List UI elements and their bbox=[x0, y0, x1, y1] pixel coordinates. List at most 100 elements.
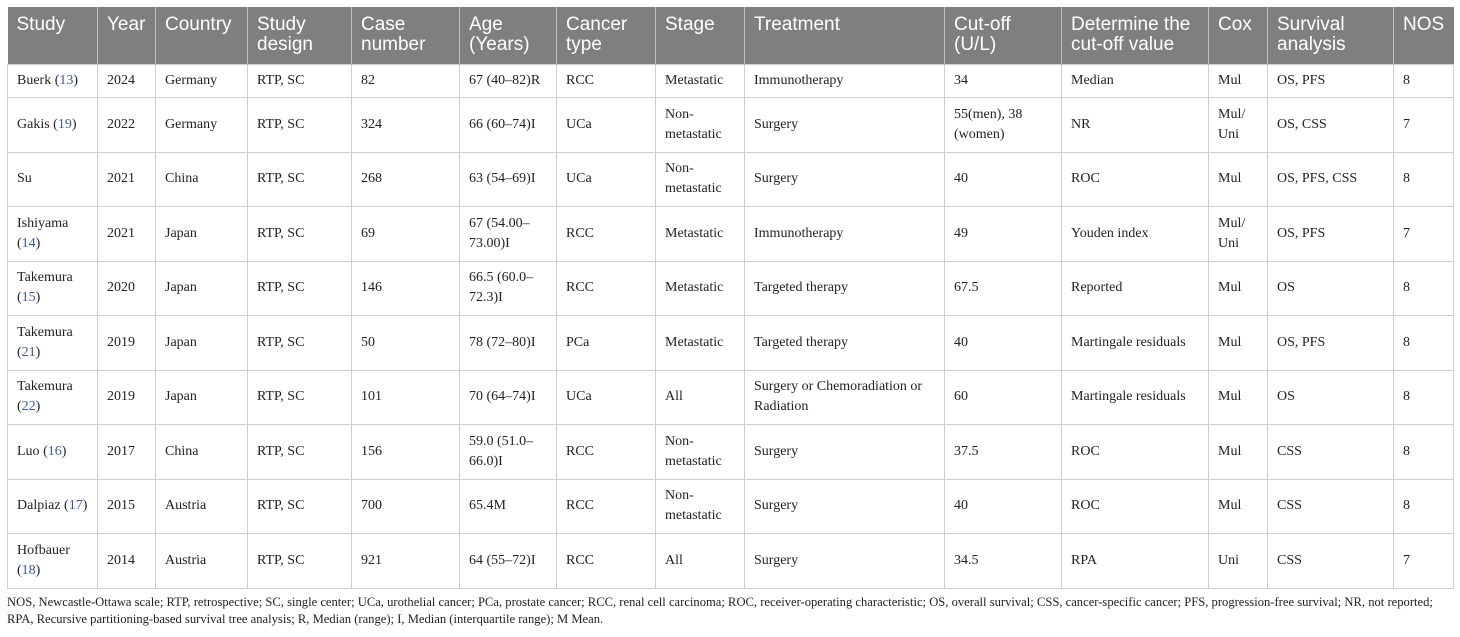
cell-nos: 8 bbox=[1393, 369, 1454, 425]
reference-link[interactable]: 18 bbox=[21, 562, 36, 578]
cell-year: 2024 bbox=[97, 64, 156, 98]
cell-cases: 50 bbox=[351, 315, 460, 371]
cell-design: RTP, SC bbox=[247, 97, 352, 153]
cell-cancer: UCa bbox=[556, 97, 656, 153]
cell-cox: Mul bbox=[1208, 315, 1268, 371]
column-header: Treatment bbox=[744, 7, 945, 65]
cell-age: 59.0 (51.0–66.0)I bbox=[459, 424, 557, 480]
cell-stage: Metastatic bbox=[655, 315, 745, 371]
cell-design: RTP, SC bbox=[247, 478, 352, 534]
cell-nos: 8 bbox=[1393, 424, 1454, 480]
cell-cutoff: 60 bbox=[944, 369, 1062, 425]
column-header: Age (Years) bbox=[459, 7, 557, 65]
table-header: Study Year Country Study design Case number A… bbox=[7, 7, 1454, 65]
cell-cutoff: 40 bbox=[944, 315, 1062, 371]
cell-treatment: Immunotherapy bbox=[744, 64, 945, 98]
reference-link[interactable]: 17 bbox=[68, 498, 83, 514]
cell-determine: ROC bbox=[1061, 424, 1209, 480]
reference-link[interactable]: 22 bbox=[21, 399, 36, 415]
cell-design: RTP, SC bbox=[247, 260, 352, 316]
cell-determine: RPA bbox=[1061, 533, 1209, 589]
cell-treatment: Surgery bbox=[744, 97, 945, 153]
cell-age: 66 (60–74)I bbox=[459, 97, 557, 153]
column-header: Determine the cut-off value bbox=[1061, 7, 1209, 65]
cell-design: RTP, SC bbox=[247, 64, 352, 98]
cell-cancer: RCC bbox=[556, 424, 656, 480]
cell-age: 63 (54–69)I bbox=[459, 151, 557, 207]
cell-cases: 101 bbox=[351, 369, 460, 425]
cell-study: Takemura (22) bbox=[7, 369, 98, 425]
cell-cutoff: 34 bbox=[944, 64, 1062, 98]
cell-cancer: UCa bbox=[556, 151, 656, 207]
cell-stage: Metastatic bbox=[655, 64, 745, 98]
reference-link[interactable]: 15 bbox=[21, 290, 36, 306]
cell-cases: 69 bbox=[351, 206, 460, 262]
cell-country: China bbox=[155, 151, 248, 207]
study-characteristics-table: Study Year Country Study design Case number A… bbox=[7, 7, 1454, 589]
cell-survival: OS, PFS, CSS bbox=[1267, 151, 1394, 207]
column-header: Cancer type bbox=[556, 7, 656, 65]
cell-stage: Non-metastatic bbox=[655, 97, 745, 153]
cell-cases: 146 bbox=[351, 260, 460, 316]
table-row: Takemura (15) 2020 Japan RTP, SC 146 66.5 (60… bbox=[7, 260, 1454, 316]
cell-treatment: Immunotherapy bbox=[744, 206, 945, 262]
cell-design: RTP, SC bbox=[247, 315, 352, 371]
study-author: Su bbox=[17, 171, 32, 187]
cell-study: Ishiyama (14) bbox=[7, 206, 98, 262]
cell-cases: 268 bbox=[351, 151, 460, 207]
cell-year: 2019 bbox=[97, 369, 156, 425]
cell-cases: 921 bbox=[351, 533, 460, 589]
study-author: Hofbauer bbox=[17, 542, 70, 558]
cell-cancer: RCC bbox=[556, 64, 656, 98]
header-row: Study Year Country Study design Case number A… bbox=[7, 7, 1454, 65]
table-footnote: NOS, Newcastle-Ottawa scale; RTP, retros… bbox=[7, 595, 1433, 626]
reference-link[interactable]: 16 bbox=[47, 443, 62, 459]
cell-year: 2020 bbox=[97, 260, 156, 316]
cell-stage: All bbox=[655, 533, 745, 589]
cell-cox: Mul bbox=[1208, 478, 1268, 534]
cell-treatment: Targeted therapy bbox=[744, 260, 945, 316]
study-author: Takemura bbox=[17, 324, 73, 340]
cell-stage: Non-metastatic bbox=[655, 424, 745, 480]
cell-determine: ROC bbox=[1061, 478, 1209, 534]
column-header: Cut-off (U/L) bbox=[944, 7, 1062, 65]
cell-survival: OS, PFS bbox=[1267, 315, 1394, 371]
table-row: Hofbauer (18) 2014 Austria RTP, SC 921 64 (55… bbox=[7, 533, 1454, 589]
reference-link[interactable]: 21 bbox=[21, 344, 36, 360]
cell-study: Takemura (21) bbox=[7, 315, 98, 371]
cell-country: Germany bbox=[155, 97, 248, 153]
study-author: Dalpiaz bbox=[17, 498, 61, 514]
cell-cox: Mul bbox=[1208, 424, 1268, 480]
cell-year: 2015 bbox=[97, 478, 156, 534]
column-header: Case number bbox=[351, 7, 460, 65]
cell-country: Japan bbox=[155, 369, 248, 425]
cell-treatment: Targeted therapy bbox=[744, 315, 945, 371]
table-row: Su 2021 China RTP, SC 268 63 (54–69)I UCa Non-m… bbox=[7, 151, 1454, 207]
cell-nos: 8 bbox=[1393, 64, 1454, 98]
cell-cutoff: 67.5 bbox=[944, 260, 1062, 316]
cell-cox: Uni bbox=[1208, 533, 1268, 589]
cell-age: 65.4M bbox=[459, 478, 557, 534]
cell-design: RTP, SC bbox=[247, 206, 352, 262]
study-author: Luo bbox=[17, 443, 40, 459]
cell-study: Buerk (13) bbox=[7, 64, 98, 98]
study-author: Buerk bbox=[17, 73, 52, 88]
cell-age: 66.5 (60.0–72.3)I bbox=[459, 260, 557, 316]
cell-cox: Mul/ Uni bbox=[1208, 97, 1268, 153]
cell-cancer: RCC bbox=[556, 260, 656, 316]
cell-cox: Mul bbox=[1208, 260, 1268, 316]
reference-link[interactable]: 19 bbox=[57, 116, 72, 132]
cell-determine: ROC bbox=[1061, 151, 1209, 207]
table-row: Gakis (19) 2022 Germany RTP, SC 324 66 (60–74… bbox=[7, 97, 1454, 153]
cell-treatment: Surgery bbox=[744, 478, 945, 534]
cell-cancer: RCC bbox=[556, 206, 656, 262]
cell-study: Takemura (15) bbox=[7, 260, 98, 316]
reference-link[interactable]: 14 bbox=[21, 235, 36, 251]
cell-stage: Metastatic bbox=[655, 206, 745, 262]
cell-cancer: UCa bbox=[556, 369, 656, 425]
reference-link[interactable]: 13 bbox=[59, 73, 74, 88]
cell-study: Su bbox=[7, 151, 98, 207]
cell-treatment: Surgery bbox=[744, 533, 945, 589]
cell-cox: Mul bbox=[1208, 64, 1268, 98]
cell-design: RTP, SC bbox=[247, 424, 352, 480]
